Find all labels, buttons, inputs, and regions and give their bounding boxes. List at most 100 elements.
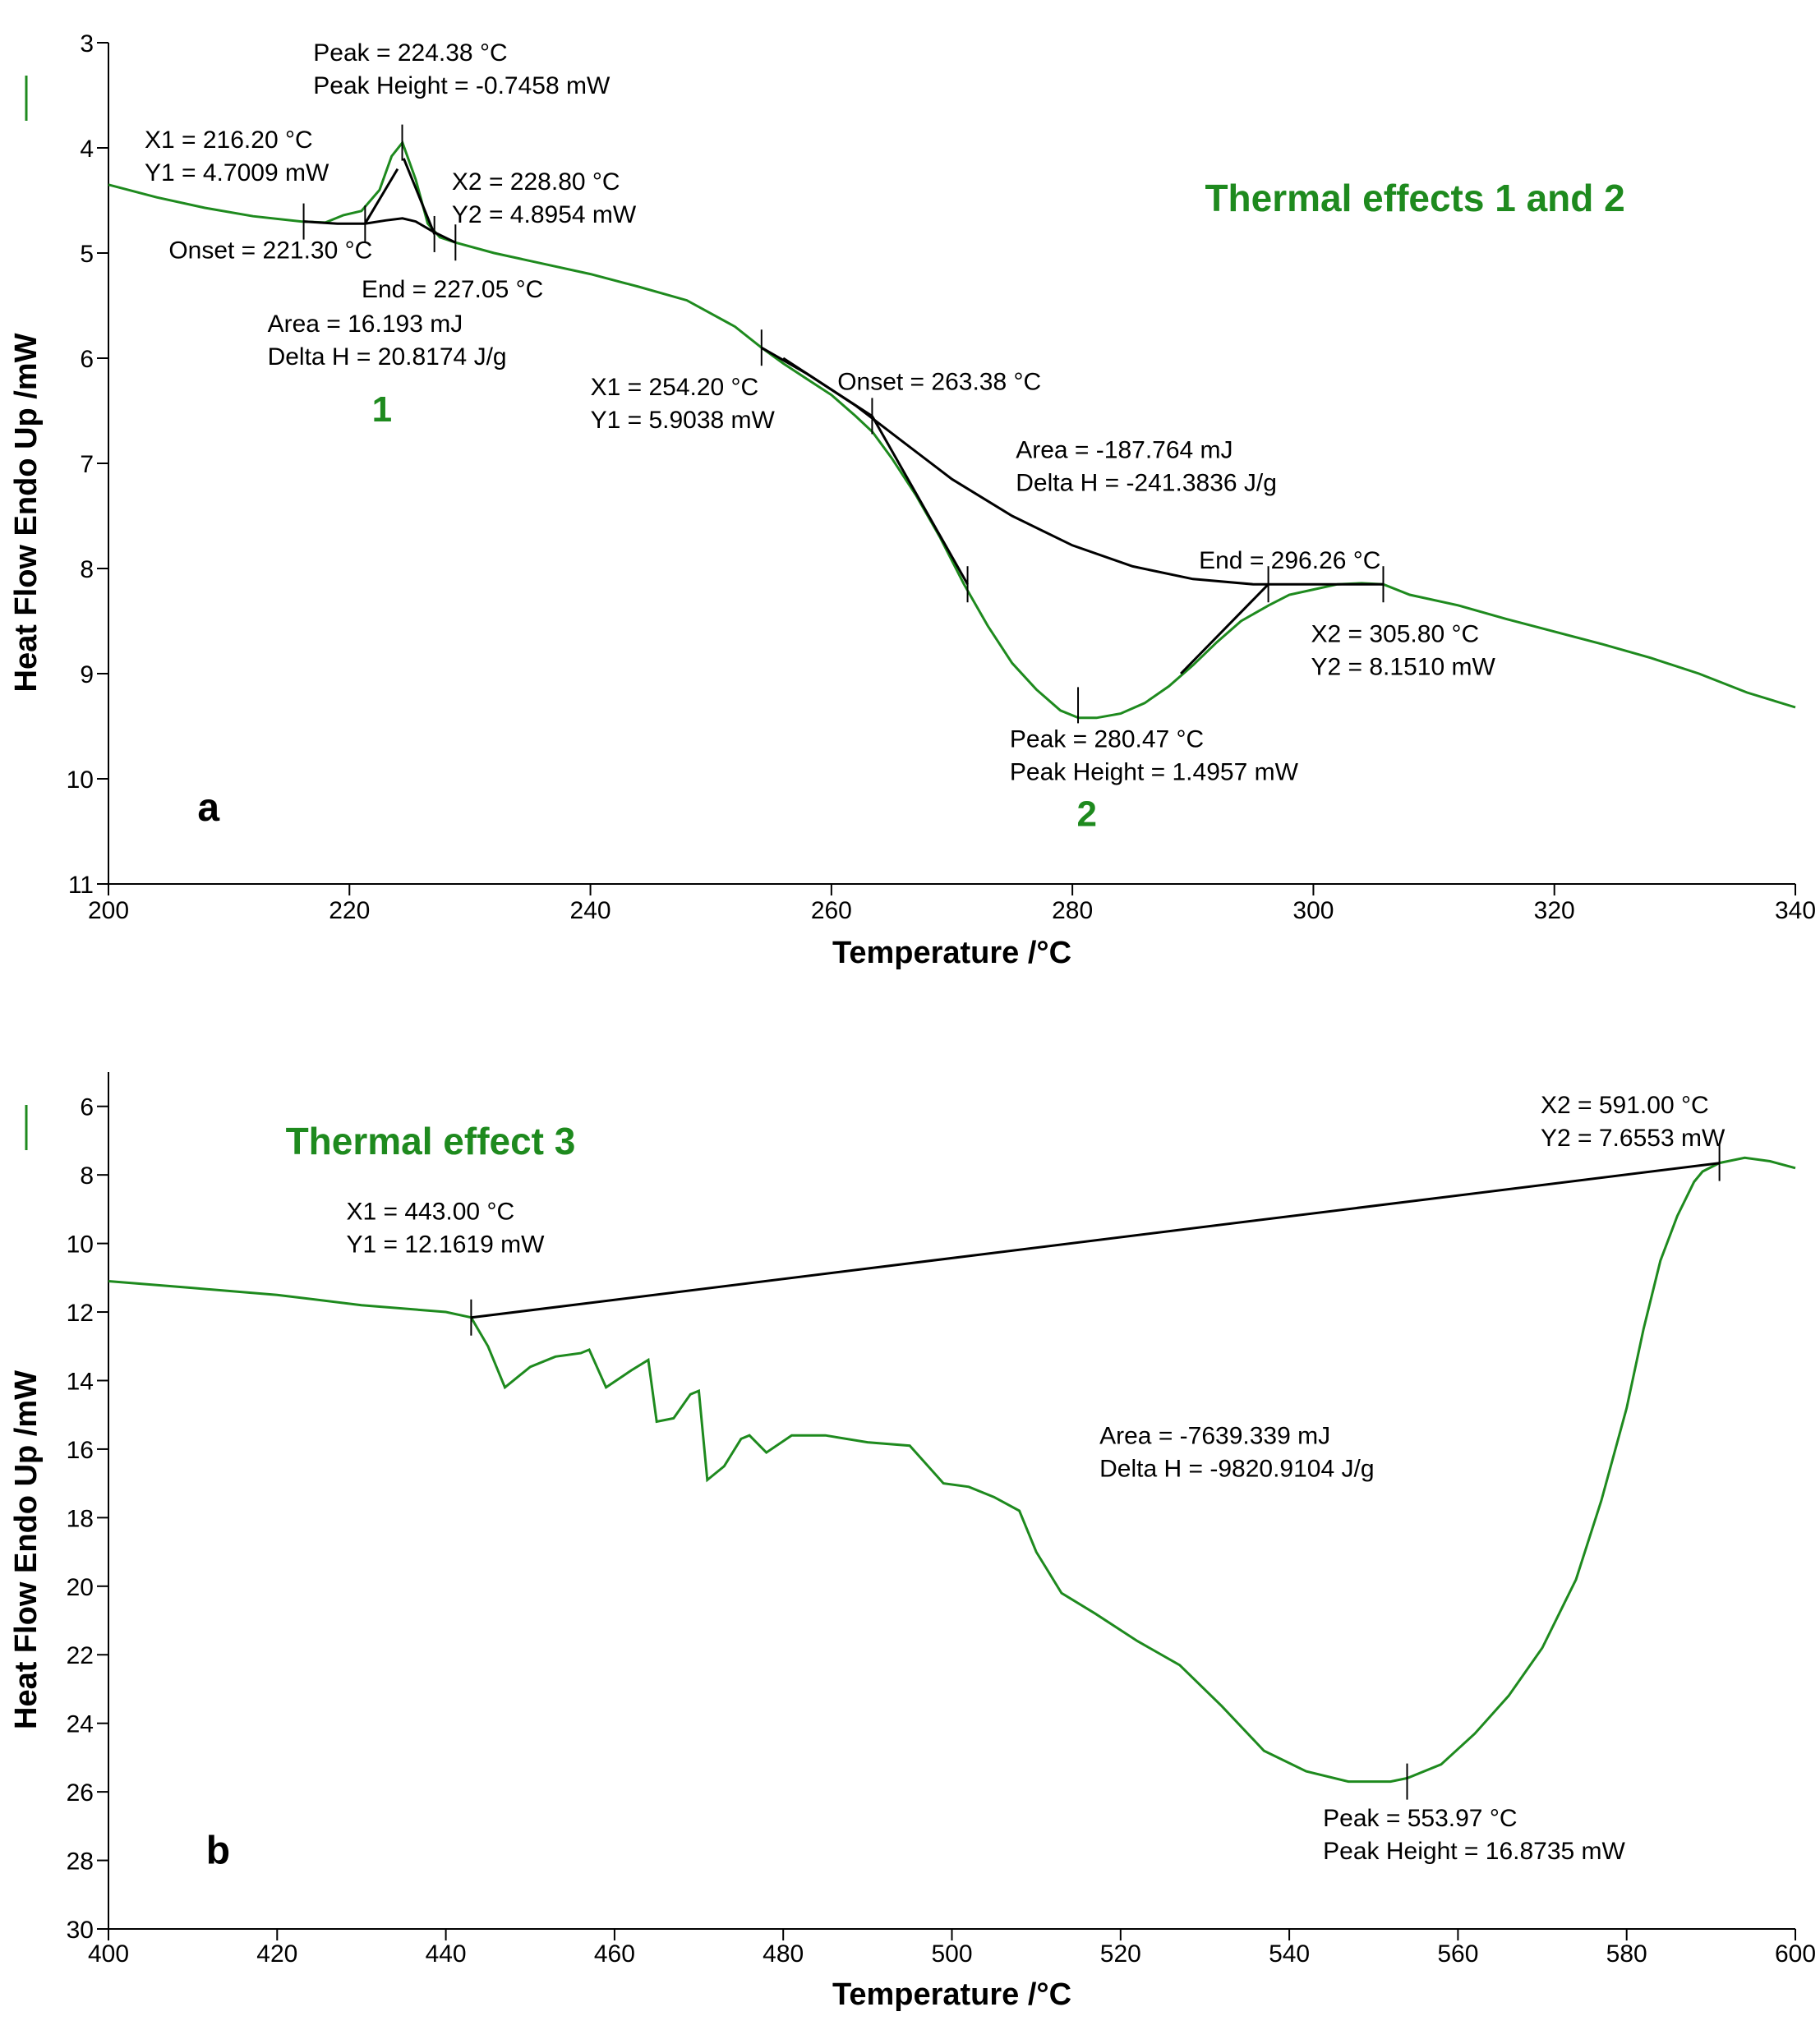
y-tick-label: 12	[67, 1300, 94, 1327]
x-tick-label: 580	[1606, 1940, 1647, 1968]
x-axis-title: Temperature /°C	[832, 1977, 1071, 2012]
annotation-line: Area = -187.764 mJ	[1016, 437, 1233, 464]
annotation-label: X2 = 305.80 °C Y2 = 8.1510 mW	[1311, 621, 1495, 681]
annotation-line: Delta H = -9820.9104 J/g	[1099, 1456, 1374, 1483]
baseline-series-3	[364, 168, 399, 224]
annotation-line: Peak Height = -0.7458 mW	[313, 72, 611, 99]
annotation-label: Onset = 221.30 °C	[168, 237, 372, 264]
annotation-label: X1 = 216.20 °C Y1 = 4.7009 mW	[145, 127, 329, 186]
y-tick-label: 8	[80, 556, 94, 583]
x-tick-label: 200	[88, 897, 129, 924]
annotation-line: Y1 = 12.1619 mW	[346, 1231, 545, 1258]
annotation-label: Peak = 224.38 °C Peak Height = -0.7458 mW	[313, 39, 611, 99]
annotation-label: X1 = 254.20 °C Y1 = 5.9038 mW	[591, 374, 776, 434]
y-tick-label: 26	[67, 1779, 94, 1807]
annotation-label: Area = -187.764 mJ Delta H = -241.3836 J/…	[1016, 437, 1277, 497]
x-tick-label: 460	[594, 1940, 635, 1968]
annotation-line: Y2 = 8.1510 mW	[1311, 654, 1495, 681]
x-tick-label: 260	[811, 897, 852, 924]
x-tick-label: 480	[763, 1940, 804, 1968]
chart-title: Thermal effects 1 and 2	[1205, 177, 1624, 219]
y-tick-label: 11	[68, 872, 94, 899]
annotation-line: Onset = 221.30 °C	[168, 237, 372, 264]
y-tick-label: 9	[80, 661, 94, 688]
y-tick-label: 7	[80, 451, 94, 478]
annotation-label: X2 = 591.00 °C Y2 = 7.6553 mW	[1541, 1092, 1726, 1152]
annotation-label: Peak = 553.97 °C Peak Height = 16.8735 mW	[1323, 1805, 1625, 1865]
y-tick-label: 5	[80, 241, 94, 268]
x-tick-label: 440	[426, 1940, 467, 1968]
x-tick-label: 220	[329, 897, 370, 924]
annotation-line: Y2 = 7.6553 mW	[1541, 1125, 1726, 1152]
annotation-label: X2 = 228.80 °C Y2 = 4.8954 mW	[452, 168, 637, 228]
x-tick-label: 300	[1292, 897, 1334, 924]
x-tick-label: 240	[570, 897, 611, 924]
y-tick-label: 14	[67, 1368, 94, 1395]
panel-letter: a	[197, 786, 219, 830]
x-tick-label: 500	[931, 1940, 972, 1968]
y-tick-label: 30	[67, 1917, 94, 1944]
annotation-line: End = 296.26 °C	[1199, 547, 1380, 574]
annotation-line: Area = -7639.339 mJ	[1099, 1423, 1330, 1450]
annotation-line: End = 227.05 °C	[362, 276, 543, 303]
annotation-line: Peak = 280.47 °C	[1010, 726, 1204, 753]
annotation-line: Y1 = 5.9038 mW	[591, 407, 776, 434]
annotation-label: Area = 16.193 mJ Delta H = 20.8174 J/g	[268, 311, 507, 371]
y-tick-label: 10	[67, 1231, 94, 1259]
annotation-line: Delta H = 20.8174 J/g	[268, 343, 507, 371]
panel-letter: b	[206, 1830, 230, 1873]
y-axis-title: Heat Flow Endo Up /mW	[9, 333, 44, 692]
annotation-line: Y2 = 4.8954 mW	[452, 201, 637, 228]
dsc-curve-series	[108, 140, 1796, 720]
chart-title: Thermal effect 3	[286, 1120, 576, 1162]
y-tick-label: 6	[80, 1094, 94, 1121]
y-tick-label: 24	[67, 1711, 94, 1738]
annotation-line: Delta H = -241.3836 J/g	[1016, 470, 1277, 497]
annotation-line: X2 = 591.00 °C	[1541, 1092, 1709, 1119]
x-axis-title: Temperature /°C	[832, 936, 1071, 970]
annotation-line: X1 = 254.20 °C	[591, 374, 759, 401]
y-tick-label: 22	[67, 1642, 94, 1669]
annotation-line: Y1 = 4.7009 mW	[145, 159, 329, 186]
x-tick-label: 600	[1775, 1940, 1816, 1968]
y-tick-label: 28	[67, 1848, 94, 1876]
annotation-line: Peak Height = 16.8735 mW	[1323, 1838, 1625, 1865]
annotation-line: X2 = 228.80 °C	[452, 168, 620, 196]
annotation-line: X1 = 216.20 °C	[145, 127, 313, 154]
annotation-line: X2 = 305.80 °C	[1311, 621, 1479, 648]
y-tick-label: 10	[67, 766, 94, 794]
y-tick-label: 6	[80, 346, 94, 373]
y-tick-label: 18	[67, 1505, 94, 1532]
baseline-series-1	[471, 1162, 1720, 1319]
x-tick-label: 540	[1269, 1940, 1310, 1968]
annotation-label: Area = -7639.339 mJ Delta H = -9820.9104 …	[1099, 1423, 1374, 1483]
peak-number-label: 1	[372, 389, 392, 430]
annotation-label: X1 = 443.00 °C Y1 = 12.1619 mW	[346, 1198, 545, 1258]
y-tick-label: 8	[80, 1162, 94, 1190]
y-axis-title: Heat Flow Endo Up /mW	[9, 1370, 44, 1729]
x-tick-label: 420	[256, 1940, 297, 1968]
annotation-line: Peak = 553.97 °C	[1323, 1805, 1517, 1832]
x-tick-label: 560	[1437, 1940, 1478, 1968]
annotation-line: Onset = 263.38 °C	[837, 368, 1041, 395]
annotation-label: Peak = 280.47 °C Peak Height = 1.4957 mW	[1010, 726, 1299, 786]
x-tick-label: 400	[88, 1940, 129, 1968]
y-tick-label: 3	[80, 30, 94, 58]
y-tick-label: 4	[80, 136, 94, 163]
annotation-label: End = 227.05 °C	[362, 276, 543, 303]
annotation-label: End = 296.26 °C	[1199, 547, 1380, 574]
x-tick-label: 320	[1534, 897, 1575, 924]
y-tick-label: 16	[67, 1437, 94, 1464]
annotation-line: Peak Height = 1.4957 mW	[1010, 759, 1299, 786]
x-tick-label: 280	[1052, 897, 1093, 924]
annotation-line: Area = 16.193 mJ	[268, 311, 463, 338]
peak-number-label: 2	[1076, 794, 1096, 835]
annotation-line: Peak = 224.38 °C	[313, 39, 507, 67]
x-tick-label: 340	[1775, 897, 1816, 924]
annotation-line: X1 = 443.00 °C	[346, 1198, 514, 1225]
baseline-series-4	[402, 158, 436, 235]
annotation-label: Onset = 263.38 °C	[837, 368, 1041, 395]
baseline-series-1	[303, 217, 456, 244]
